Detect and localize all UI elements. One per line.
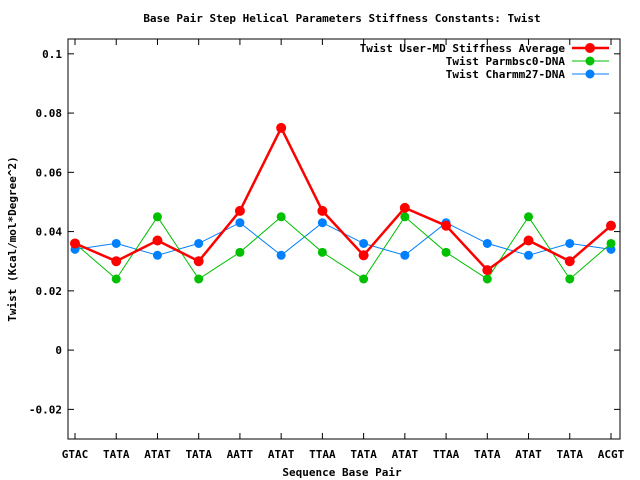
data-point (111, 238, 121, 248)
data-point (193, 256, 204, 267)
series-1 (70, 212, 616, 284)
series-layer (70, 122, 616, 284)
plot-area-border (67, 38, 621, 440)
data-point (358, 250, 369, 261)
data-point (276, 250, 286, 260)
x-tick-label: ATAT (268, 448, 295, 461)
x-axis: GTAC TATA ATAT TATA AATT ATAT TTAA TATA ATAT TTAA… (62, 39, 625, 461)
x-tick-label: GTAC (62, 448, 89, 461)
data-point (70, 238, 80, 249)
data-point (482, 265, 493, 276)
data-point (317, 247, 327, 257)
data-point (194, 238, 204, 248)
data-point (565, 274, 575, 284)
legend-swatch-marker (585, 69, 595, 79)
data-point (276, 212, 286, 222)
data-point (564, 256, 575, 267)
data-point (234, 205, 245, 216)
x-tick-label: ATAT (392, 448, 419, 461)
y-tick-label: 0.04 (36, 226, 63, 239)
data-point (152, 235, 163, 246)
x-tick-label: TATA (185, 448, 212, 461)
data-point (194, 274, 204, 284)
data-point (523, 235, 534, 246)
x-tick-label: TATA (557, 448, 584, 461)
x-tick-label: TATA (474, 448, 501, 461)
series-line (74, 215, 612, 280)
data-point (359, 238, 369, 248)
series-0 (70, 122, 616, 276)
y-tick-label: 0.08 (36, 107, 63, 120)
series-line (74, 125, 612, 272)
data-point (441, 247, 451, 257)
data-point (482, 238, 492, 248)
x-axis-label: Sequence Base Pair (282, 466, 402, 479)
data-point (606, 238, 616, 248)
data-point (111, 274, 121, 284)
x-tick-label: AATT (227, 448, 254, 461)
data-point (482, 274, 492, 284)
legend-swatch-marker (585, 43, 595, 53)
x-tick-label: TTAA (433, 448, 460, 461)
data-point (606, 220, 616, 231)
data-point (317, 205, 328, 216)
data-point (400, 212, 410, 222)
series-2 (70, 218, 616, 260)
data-point (400, 250, 410, 260)
legend-swatch-marker (585, 56, 595, 66)
data-point (565, 238, 575, 248)
y-axis: -0.02 0 0.02 0.04 0.06 0.08 0.1 (29, 48, 620, 416)
x-tick-label: ACGT (598, 448, 625, 461)
data-point (276, 122, 287, 133)
y-axis-label: Twist (Kcal/mol*Degree^2) (6, 156, 19, 322)
chart-title: Base Pair Step Helical Parameters Stiffn… (143, 12, 540, 25)
data-point (317, 218, 327, 228)
x-tick-label: TATA (103, 448, 130, 461)
legend-label: Twist User-MD Stiffness Average (360, 42, 566, 55)
data-point (152, 250, 162, 260)
data-point (152, 212, 162, 222)
x-tick-label: TTAA (309, 448, 336, 461)
data-point (441, 220, 452, 231)
y-tick-label: 0.02 (36, 285, 63, 298)
data-point (399, 202, 410, 213)
data-point (524, 250, 534, 260)
y-tick-label: 0.1 (42, 48, 62, 61)
data-point (235, 247, 245, 257)
y-tick-label: 0 (55, 344, 62, 357)
legend-label: Twist Charmm27-DNA (446, 68, 566, 81)
data-point (524, 212, 534, 222)
data-point (359, 274, 369, 284)
data-point (235, 218, 245, 228)
x-tick-label: ATAT (515, 448, 542, 461)
x-tick-label: ATAT (144, 448, 171, 461)
legend-label: Twist Parmbsc0-DNA (446, 55, 566, 68)
y-tick-label: -0.02 (29, 403, 62, 416)
data-point (111, 256, 122, 267)
y-tick-label: 0.06 (36, 166, 63, 179)
x-tick-label: TATA (350, 448, 377, 461)
